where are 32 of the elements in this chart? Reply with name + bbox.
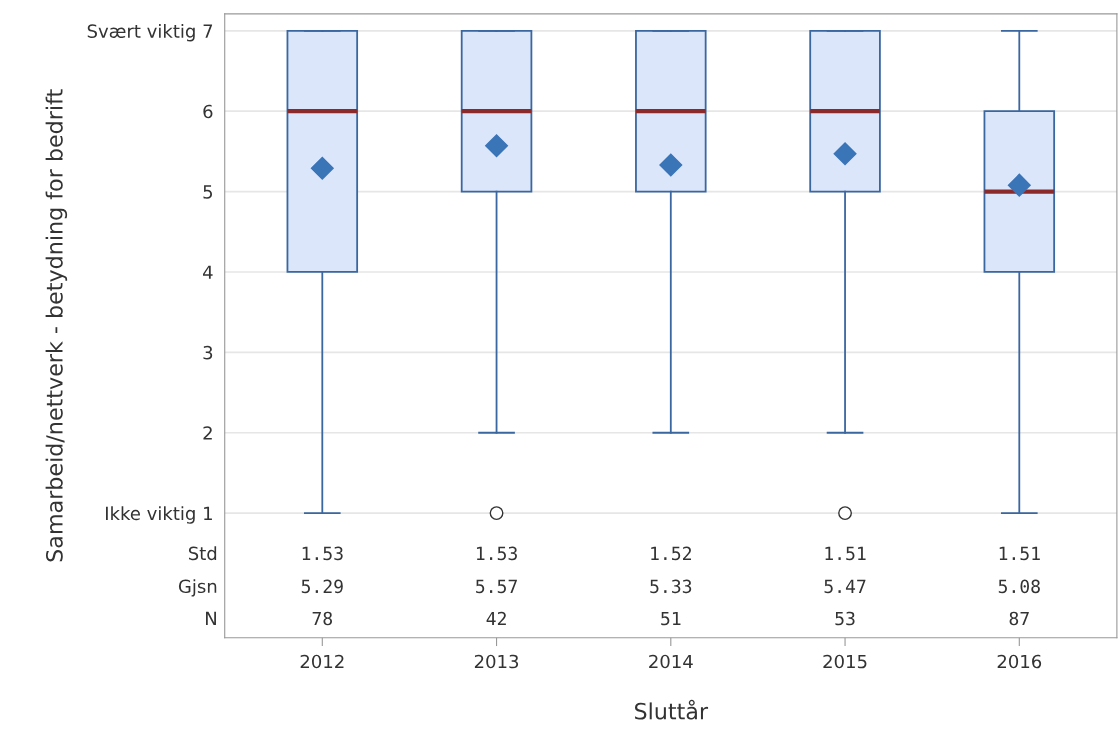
y-tick-label: 4 [203,265,213,279]
text: Gjsn [178,579,217,597]
y-axis-title: Samarbeid/nettverk - betydning for bedrift [45,89,68,562]
x-tick-label: 2012 [300,654,344,669]
annotation: 1.52 [651,546,692,561]
annotation: 1.53 [476,546,517,561]
annotation: 5.47 [824,579,866,594]
annotation: 78 [312,611,333,626]
x-axis-title: Sluttår [634,699,709,720]
x-tick-label: 2014 [649,654,693,669]
y-tick-label: 6 [203,104,213,119]
annotation: 42 [486,611,506,626]
y-tick-label: 2 [203,426,212,440]
annotation: 51 [661,611,681,626]
text: Std [188,546,217,561]
x-tick-label: 2016 [997,654,1042,669]
y-tick-label: Svært viktig 7 [87,23,213,42]
y-tick-label: 5 [203,185,213,199]
x-tick-label: 2015 [823,654,867,669]
y-tick-label: Ikke viktig 1 [106,506,212,524]
annotation: 87 [1009,611,1029,626]
annotation: 5.33 [650,579,692,594]
annotation: 1.51 [999,546,1040,561]
annotation: 5.29 [301,579,343,594]
annotation: 53 [835,611,855,626]
y-tick-label: 3 [203,345,213,360]
annotation: 5.57 [476,579,517,594]
annotation: 1.53 [302,546,343,561]
x-tick-label: 2013 [474,654,519,669]
annotation: 5.08 [998,579,1040,594]
text: N [206,611,216,626]
annotation: 1.51 [825,546,866,561]
